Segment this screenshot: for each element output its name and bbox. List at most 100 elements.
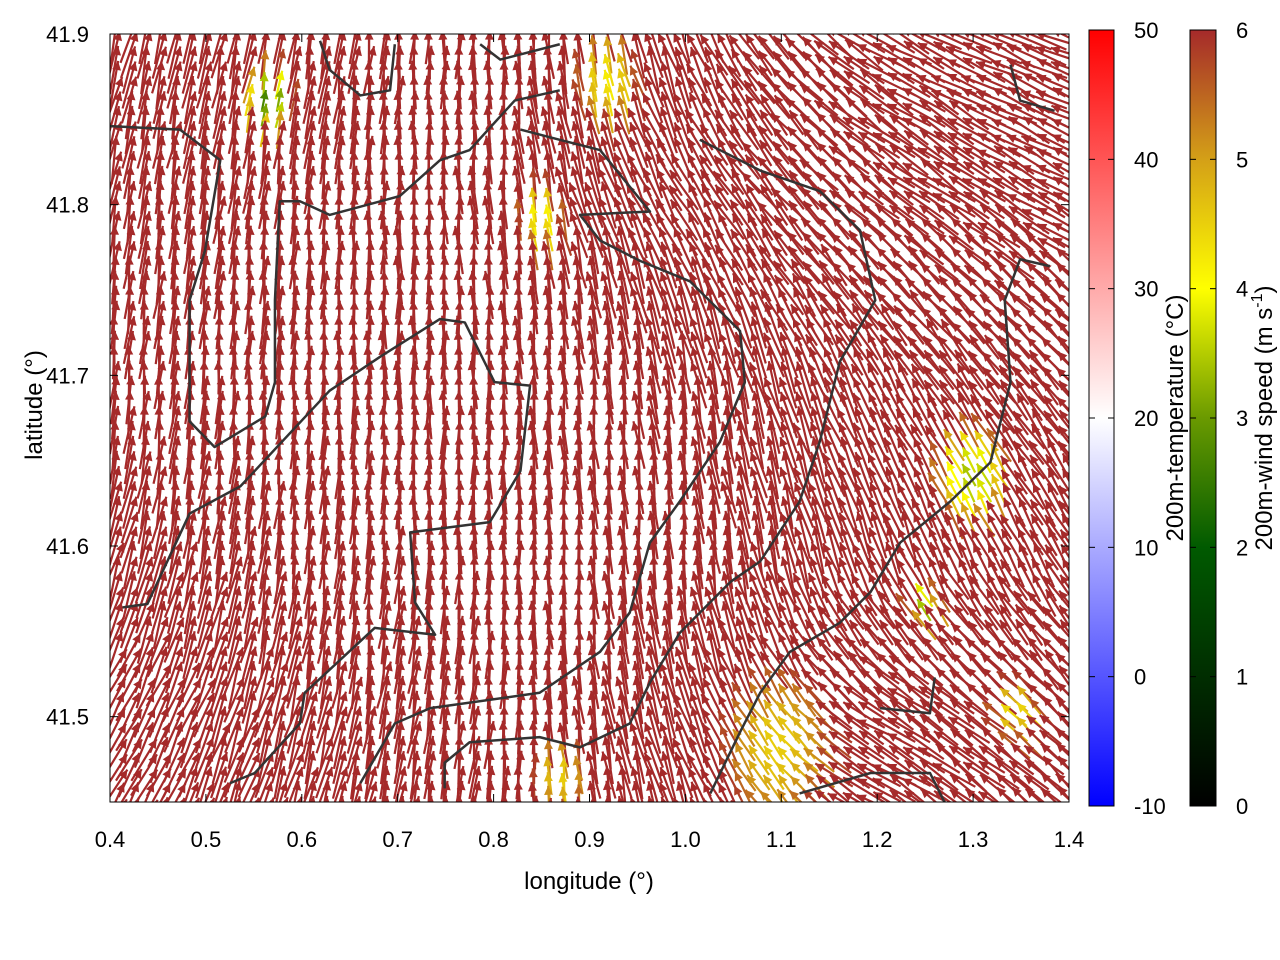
wind-vector-head — [542, 495, 552, 506]
wind-vector-head — [321, 495, 331, 506]
wind-vector-head — [409, 435, 419, 445]
wind-vector-head — [991, 60, 1002, 69]
wind-vector-head — [425, 585, 435, 596]
wind-vector-head — [919, 249, 930, 260]
wind-vector-head — [746, 109, 756, 120]
wind-vector-head — [307, 61, 317, 71]
wind-vector-head — [868, 378, 877, 389]
wind-vector-head — [454, 210, 464, 220]
wind-vector-head — [320, 315, 330, 325]
wind-vector-head — [777, 318, 786, 329]
wind-vector-head — [941, 529, 950, 540]
wind-vector-head — [870, 511, 879, 522]
wind-vector-head — [245, 510, 255, 520]
wind-vector-head — [425, 60, 435, 70]
wind-vector-head — [542, 465, 552, 476]
wind-vector-head — [979, 160, 990, 170]
wind-vector-head — [424, 510, 434, 520]
wind-vector-head — [394, 540, 404, 550]
wind-vector-head — [914, 482, 923, 493]
wind-vector-head — [648, 420, 658, 431]
wind-vector-head — [393, 120, 403, 130]
wind-vector-head — [158, 76, 167, 87]
wind-vector-head — [690, 256, 700, 267]
wind-vector-head — [219, 587, 229, 598]
wind-vector-head — [320, 120, 330, 131]
wind-vector-head — [779, 406, 789, 417]
wind-vector-head — [142, 226, 152, 236]
wind-vector-head — [423, 390, 432, 401]
wind-vector-head — [125, 390, 135, 400]
wind-vector-head — [470, 75, 480, 85]
wind-vector-head — [887, 89, 898, 98]
wind-vector-head — [853, 467, 862, 478]
wind-vector-head — [1044, 500, 1054, 511]
wind-vector-head — [854, 557, 863, 568]
wind-vector-head — [364, 34, 374, 40]
wind-vector-head — [720, 376, 730, 387]
wind-vector-head — [647, 435, 656, 446]
wind-vector-head — [1022, 103, 1033, 113]
wind-vector-head — [499, 150, 509, 160]
wind-vector-head — [262, 181, 272, 191]
wind-vector-head — [425, 300, 435, 310]
wind-vector-head — [528, 218, 538, 229]
wind-vector-head — [1041, 337, 1052, 348]
wind-vector-head — [484, 150, 494, 160]
wind-vector-head — [290, 540, 300, 550]
wind-vector-head — [423, 90, 433, 100]
wind-vector-head — [976, 463, 986, 474]
wind-vector-head — [834, 275, 844, 286]
wind-vector-head — [816, 68, 826, 78]
wind-vector-head — [734, 287, 743, 298]
wind-vector-head — [276, 255, 286, 266]
wind-vector-head — [275, 345, 285, 356]
wind-vector-head — [789, 110, 799, 121]
wind-vector-head — [349, 300, 359, 310]
wind-vector-head — [778, 288, 787, 299]
wind-vector-head — [905, 218, 916, 229]
wind-vector-head — [722, 435, 732, 446]
wind-vector-head — [468, 45, 478, 55]
wind-vector-head — [991, 474, 1000, 485]
wind-vector-head — [912, 393, 921, 404]
wind-vector-head — [500, 75, 510, 85]
wind-vector-head — [514, 90, 524, 100]
wind-vector-head — [291, 92, 301, 102]
wind-vector-head — [441, 420, 451, 431]
wind-vector-head — [967, 291, 978, 302]
wind-vector-head — [233, 61, 242, 72]
wind-vector-head — [1007, 194, 1018, 203]
wind-vector-head — [715, 49, 725, 60]
wind-vector-head — [277, 586, 287, 596]
wind-vector-head — [1048, 528, 1057, 539]
wind-vector-head — [527, 255, 536, 266]
wind-vector-head — [984, 335, 994, 346]
wind-vector-head — [424, 315, 434, 325]
wind-vector-head — [632, 555, 642, 566]
wind-vector-head — [590, 495, 600, 505]
wind-vector-head — [643, 62, 653, 73]
wind-vector-head — [172, 525, 182, 536]
wind-vector-head — [408, 465, 418, 475]
wind-vector-head — [292, 78, 301, 89]
wind-vector-head — [968, 320, 979, 331]
wind-vector-head — [261, 540, 271, 551]
wind-vector-head — [173, 556, 182, 567]
wind-vector-head — [128, 46, 138, 57]
wind-vector-head — [868, 392, 877, 403]
wind-vector-head — [438, 495, 448, 505]
wind-vector-head — [838, 467, 847, 478]
wind-vector-head — [484, 465, 494, 475]
wind-vector-head — [886, 44, 897, 54]
wind-vector-head — [752, 525, 762, 536]
wind-vector-head — [614, 122, 623, 133]
wind-vector-head — [232, 390, 241, 401]
wind-vector-head — [747, 213, 756, 224]
wind-vector-head — [189, 541, 199, 552]
wind-vector-head — [349, 150, 359, 160]
wind-vector-head — [483, 255, 493, 265]
wind-vector-head — [471, 435, 481, 446]
wind-vector-head — [378, 525, 388, 535]
wind-vector-head — [543, 90, 553, 100]
